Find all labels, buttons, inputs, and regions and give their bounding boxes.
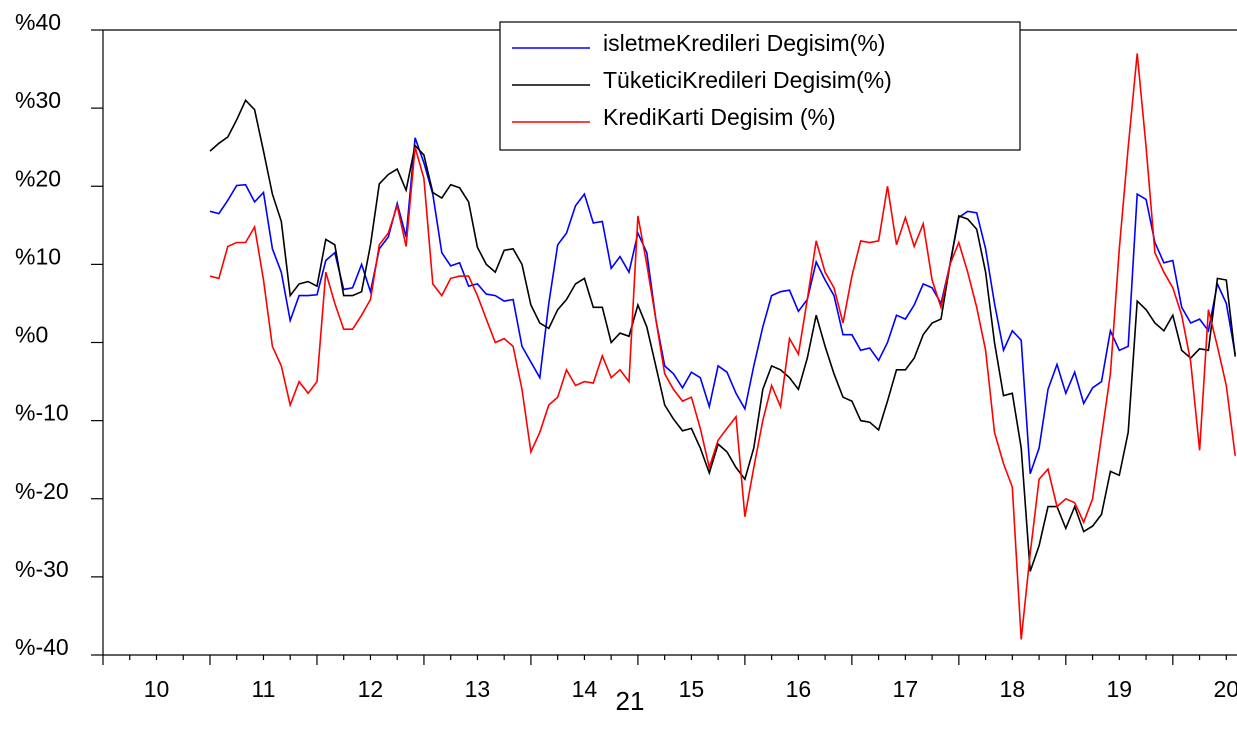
x-tick-label: 18 <box>1000 676 1026 702</box>
y-tick-label: %-30 <box>15 556 69 582</box>
y-tick-label: %10 <box>15 243 61 269</box>
x-tick-label: 11 <box>252 676 276 702</box>
legend-box <box>499 21 1021 151</box>
annotation: 21 <box>616 686 645 716</box>
y-tick-label: %40 <box>15 9 61 35</box>
legend-label: isletmeKredileri Degisim(%) <box>603 30 885 56</box>
legend-label: TüketiciKredileri Degisim(%) <box>603 67 892 93</box>
series-line <box>209 98 1236 572</box>
x-tick-label: 14 <box>572 676 598 702</box>
y-tick-label: %20 <box>15 165 61 191</box>
x-tick-label: 16 <box>786 676 812 702</box>
y-tick-label: %30 <box>15 87 61 113</box>
series-line <box>209 53 1236 640</box>
x-tick-label: 20 <box>1214 676 1237 702</box>
legend-label: KrediKarti Degisim (%) <box>603 104 836 130</box>
x-tick-label: 15 <box>679 676 705 702</box>
x-tick-label: 17 <box>893 676 919 702</box>
y-tick-label: %-20 <box>15 478 69 504</box>
x-tick-label: 13 <box>465 676 491 702</box>
y-tick-label: %-10 <box>15 400 69 426</box>
series-line <box>209 137 1236 475</box>
legend: isletmeKredileri Degisim(%) TüketiciKredi… <box>499 21 1021 151</box>
x-tick-label: 12 <box>358 676 384 702</box>
y-tick-label: %0 <box>15 322 48 348</box>
x-tick-label: 10 <box>144 676 170 702</box>
y-tick-label: %-40 <box>15 634 69 660</box>
x-tick-label: 19 <box>1107 676 1133 702</box>
